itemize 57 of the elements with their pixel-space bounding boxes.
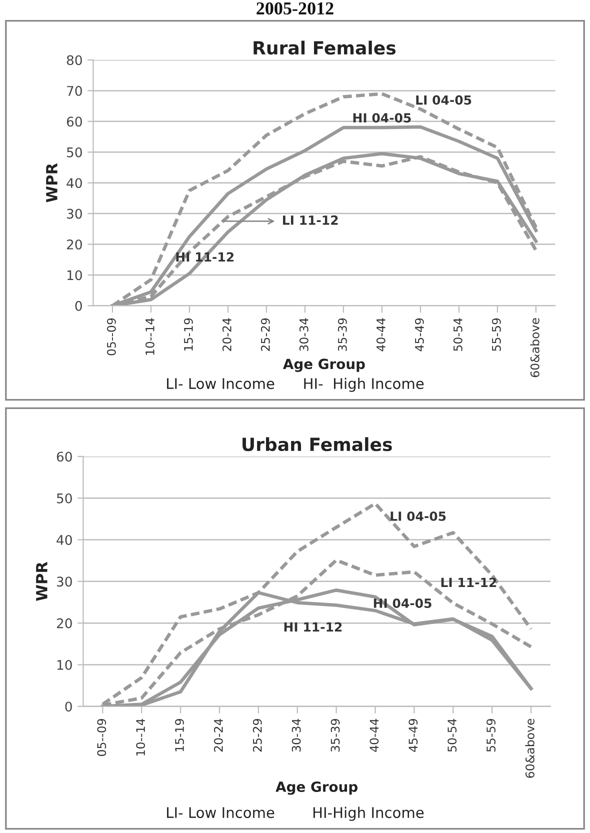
y-tick-label: 40 xyxy=(66,178,82,188)
x-tick-label: 25-29 xyxy=(252,719,262,752)
y-axis-title: WPR xyxy=(46,163,58,202)
x-tick-label: 45-49 xyxy=(414,318,424,352)
x-tick-label: 60&above xyxy=(530,318,540,378)
x-axis-title: Age Group xyxy=(276,781,358,795)
x-tick-label: 40-44 xyxy=(370,718,379,752)
x-tick-label: 20-24 xyxy=(222,318,232,351)
y-tick-label: 0 xyxy=(65,702,72,712)
text: LI- Low Income HI- High Income xyxy=(167,378,424,392)
y-tick-label: 40 xyxy=(56,535,72,545)
x-axis-title: Age Group xyxy=(282,358,365,372)
x-tick-label: 10--14 xyxy=(136,718,146,756)
annotation: HI 11-12 xyxy=(176,252,234,262)
x-tick-label: 50-54 xyxy=(453,318,462,351)
x-tick-label: 35-39 xyxy=(338,318,347,351)
annotation: HI 04-05 xyxy=(353,113,411,123)
y-tick-label: 50 xyxy=(57,493,72,504)
x-tick-label: 30-34 xyxy=(299,318,308,351)
annotation: LI 04-05 xyxy=(390,511,446,521)
text: LI- Low Income HI-High Income xyxy=(167,806,424,821)
y-axis-title: WPR xyxy=(36,562,48,601)
y-tick-label: 80 xyxy=(66,55,82,66)
x-tick-label: 10--14 xyxy=(145,318,154,355)
annotation: LI 04-05 xyxy=(416,95,472,105)
annotation: LI 11-12 xyxy=(441,578,496,587)
y-tick-label: 30 xyxy=(56,576,72,587)
text: 2005-2012 xyxy=(256,2,334,15)
x-tick-label: 50-54 xyxy=(448,718,457,752)
x-tick-label: 05--09 xyxy=(106,318,116,356)
annotation: HI 04-05 xyxy=(374,598,432,608)
annotation: LI 11-12 xyxy=(283,215,338,225)
x-tick-label: 15-19 xyxy=(175,719,184,752)
y-tick-label: 60 xyxy=(66,116,82,127)
x-tick-label: 05--09 xyxy=(97,719,106,756)
chart-title: Rural Females xyxy=(254,40,396,55)
y-tick-label: 20 xyxy=(66,239,82,250)
x-tick-label: 25-29 xyxy=(260,318,270,351)
x-tick-label: 30-34 xyxy=(292,718,301,752)
y-tick-label: 60 xyxy=(56,452,72,462)
y-tick-label: 20 xyxy=(56,618,72,628)
x-tick-label: 60&above xyxy=(525,718,534,778)
annotation: HI 11-12 xyxy=(284,622,342,632)
y-tick-label: 30 xyxy=(67,208,82,219)
y-tick-label: 10 xyxy=(57,660,72,670)
y-tick-label: 0 xyxy=(75,300,82,311)
x-tick-label: 35-39 xyxy=(330,719,340,752)
chart-title: Urban Females xyxy=(242,437,392,452)
x-tick-label: 55-59 xyxy=(486,719,496,752)
x-tick-label: 15-19 xyxy=(184,318,193,351)
y-tick-label: 10 xyxy=(67,270,82,280)
x-tick-label: 40-44 xyxy=(376,318,386,352)
x-tick-label: 20-24 xyxy=(214,718,223,752)
x-tick-label: 55-59 xyxy=(492,318,501,351)
y-tick-label: 50 xyxy=(67,147,82,158)
x-tick-label: 45-49 xyxy=(408,719,418,752)
y-tick-label: 70 xyxy=(67,86,82,96)
